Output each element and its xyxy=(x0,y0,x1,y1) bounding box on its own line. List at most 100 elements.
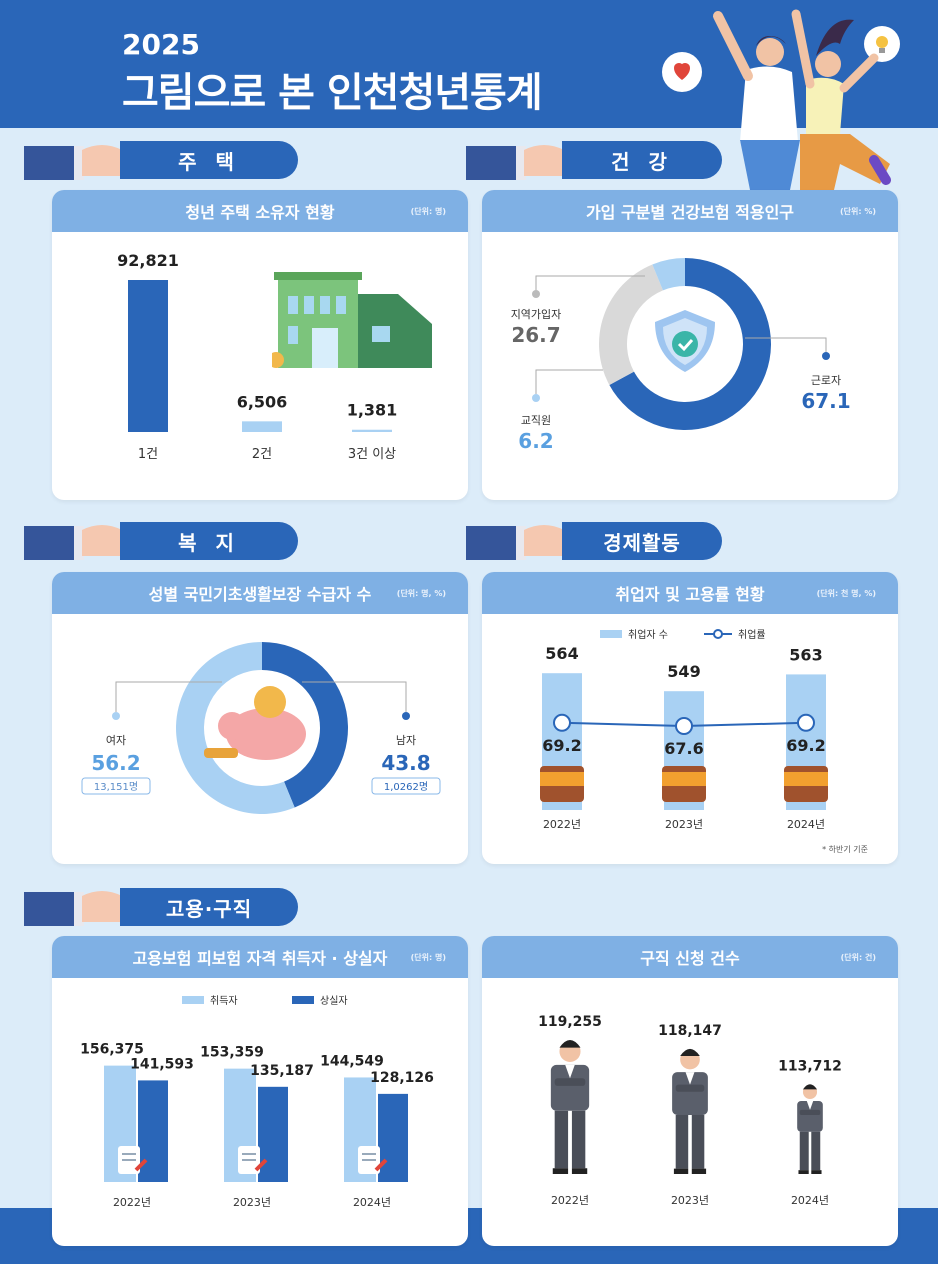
panel-header: 구직 신청 건수 (단위: 건) xyxy=(482,936,898,978)
section-tab-welfare: 복 지 xyxy=(120,522,298,560)
donut-slice xyxy=(599,264,663,385)
category-label: 1건 xyxy=(138,447,158,462)
data-label: 1,381 xyxy=(347,401,398,420)
people-illustration xyxy=(662,9,900,190)
section-tab-employment: 고용·구직 xyxy=(120,888,298,926)
bar xyxy=(138,1080,168,1182)
data-label: 6,506 xyxy=(237,392,288,411)
category-label: 2건 xyxy=(252,447,272,462)
panel-title: 취업자 및 고용률 현황 xyxy=(615,585,765,604)
person-shirt xyxy=(685,1072,695,1085)
data-label: 564 xyxy=(545,644,578,663)
economy-panel: 취업자 및 고용률 현황 (단위: 천 명, %) 취업자 수 취업률 564 202… xyxy=(482,572,898,864)
slice-value: 6.2 xyxy=(518,429,553,453)
welfare-panel: 성별 국민기초생활보장 수급자 수 (단위: 명, %) 여자 56.2 13,15… xyxy=(52,572,468,864)
panel-header: 가입 구분별 건강보험 적용인구 (단위: %) xyxy=(482,190,898,232)
count-label: 1,0262명 xyxy=(384,781,428,793)
data-label: 67.6 xyxy=(664,739,703,758)
category-label: 2023년 xyxy=(671,1194,709,1207)
leader-dot xyxy=(402,712,410,720)
health-panel: 가입 구분별 건강보험 적용인구 (단위: %) 근로자 67.1 지역가입자 26.… xyxy=(482,190,898,500)
person-hair xyxy=(559,1039,581,1048)
housing-bar-chart: 92,821 1건 6,506 2건 1,381 3건 이상 xyxy=(117,251,398,462)
rate-point xyxy=(675,717,693,735)
panel-header: 고용보험 피보험 자격 취득자 · 상실자 (단위: 명) xyxy=(52,936,468,978)
category-label: 2023년 xyxy=(665,818,703,831)
person-shoe xyxy=(691,1168,707,1174)
category-label: 2022년 xyxy=(543,818,581,831)
piggy-bank-head xyxy=(218,712,246,740)
person-shirt xyxy=(806,1100,814,1110)
insurance-panel: 고용보험 피보험 자격 취득자 · 상실자 (단위: 명) 취득자 상실자 156,… xyxy=(52,936,468,1246)
category-label: 2022년 xyxy=(551,1194,589,1207)
bar xyxy=(128,280,168,432)
data-label: 69.2 xyxy=(542,736,581,755)
data-label: 156,375 xyxy=(80,1042,144,1058)
header-year: 2025 xyxy=(122,28,200,61)
slice-name: 교직원 xyxy=(521,414,551,427)
unit-label: (단위: %) xyxy=(839,207,876,216)
pen-icon xyxy=(374,1158,388,1172)
legend-label: 취업률 xyxy=(738,628,766,641)
person-body xyxy=(797,1100,823,1132)
jobseek-person-chart: 119,255 2022년 118,147 2023년 113,712 2024년 xyxy=(538,1014,842,1207)
donut-slice xyxy=(609,258,771,430)
slice-name: 여자 xyxy=(106,734,126,747)
unit-label: (단위: 명) xyxy=(410,953,446,962)
leader-line xyxy=(745,337,827,354)
slice-name: 근로자 xyxy=(811,374,841,387)
panel-header: 취업자 및 고용률 현황 (단위: 천 명, %) xyxy=(482,572,898,614)
person-arms xyxy=(554,1078,586,1086)
section-tab-economy: 경제활동 xyxy=(562,522,722,560)
pen-icon xyxy=(134,1158,148,1172)
donut-slice xyxy=(262,642,348,808)
panel-title: 고용보험 피보험 자격 취득자 · 상실자 xyxy=(132,949,388,968)
header-banner: 2025 그림으로 본 인천청년통계 xyxy=(0,0,938,190)
check-icon xyxy=(672,331,698,357)
count-label: 13,151명 xyxy=(94,781,138,793)
leader-dot xyxy=(532,290,540,298)
leader-line xyxy=(535,369,603,394)
category-label: 2024년 xyxy=(787,818,825,831)
section-tab-housing: 주 택 xyxy=(120,141,298,179)
person-leg xyxy=(811,1131,821,1171)
legend-swatch xyxy=(600,630,622,638)
unit-label: (단위: 건) xyxy=(840,953,876,962)
legend-label: 취업자 수 xyxy=(628,628,668,641)
data-label: 144,549 xyxy=(320,1053,384,1069)
panel-title: 성별 국민기초생활보장 수급자 수 xyxy=(148,585,372,604)
panel-title: 가입 구분별 건강보험 적용인구 xyxy=(585,203,795,222)
briefcase-band xyxy=(540,772,584,786)
person-hair xyxy=(680,1048,700,1056)
data-label: 563 xyxy=(789,645,822,664)
slice-value: 56.2 xyxy=(91,751,140,775)
economy-combo-chart: 취업자 수 취업률 564 2022년 549 2023년 563 2024년 69.2 67.6… xyxy=(540,628,868,854)
category-label: 3건 이상 xyxy=(348,447,396,462)
person-leg xyxy=(675,1114,689,1169)
category-label: 2023년 xyxy=(233,1196,271,1209)
data-label: 135,187 xyxy=(250,1063,314,1079)
pen-icon xyxy=(254,1158,268,1172)
data-label: 92,821 xyxy=(117,251,179,270)
legend-label: 취득자 xyxy=(210,995,238,1007)
data-label: 549 xyxy=(667,662,700,681)
slice-name: 남자 xyxy=(396,734,416,747)
person-shoe xyxy=(571,1168,588,1174)
person-shoe xyxy=(811,1170,822,1174)
data-label: 113,712 xyxy=(778,1058,842,1074)
person-body xyxy=(672,1072,708,1115)
category-label: 2022년 xyxy=(113,1196,151,1209)
data-label: 153,359 xyxy=(200,1045,264,1061)
rate-point xyxy=(553,713,571,732)
health-donut-chart: 근로자 67.1 지역가입자 26.7 교직원 6.2 xyxy=(511,258,851,453)
unit-label: (단위: 명) xyxy=(410,207,446,216)
leader-line xyxy=(115,681,222,712)
leader-dot xyxy=(822,352,830,360)
house-illustration xyxy=(272,272,432,368)
data-label: 119,255 xyxy=(538,1014,602,1030)
bar xyxy=(242,421,282,432)
jobseek-panel: 구직 신청 건수 (단위: 건) 119,255 2022년 118,147 2023… xyxy=(482,936,898,1246)
panel-title: 구직 신청 건수 xyxy=(640,949,740,968)
person-shoe xyxy=(798,1170,809,1174)
person-body xyxy=(550,1064,590,1111)
